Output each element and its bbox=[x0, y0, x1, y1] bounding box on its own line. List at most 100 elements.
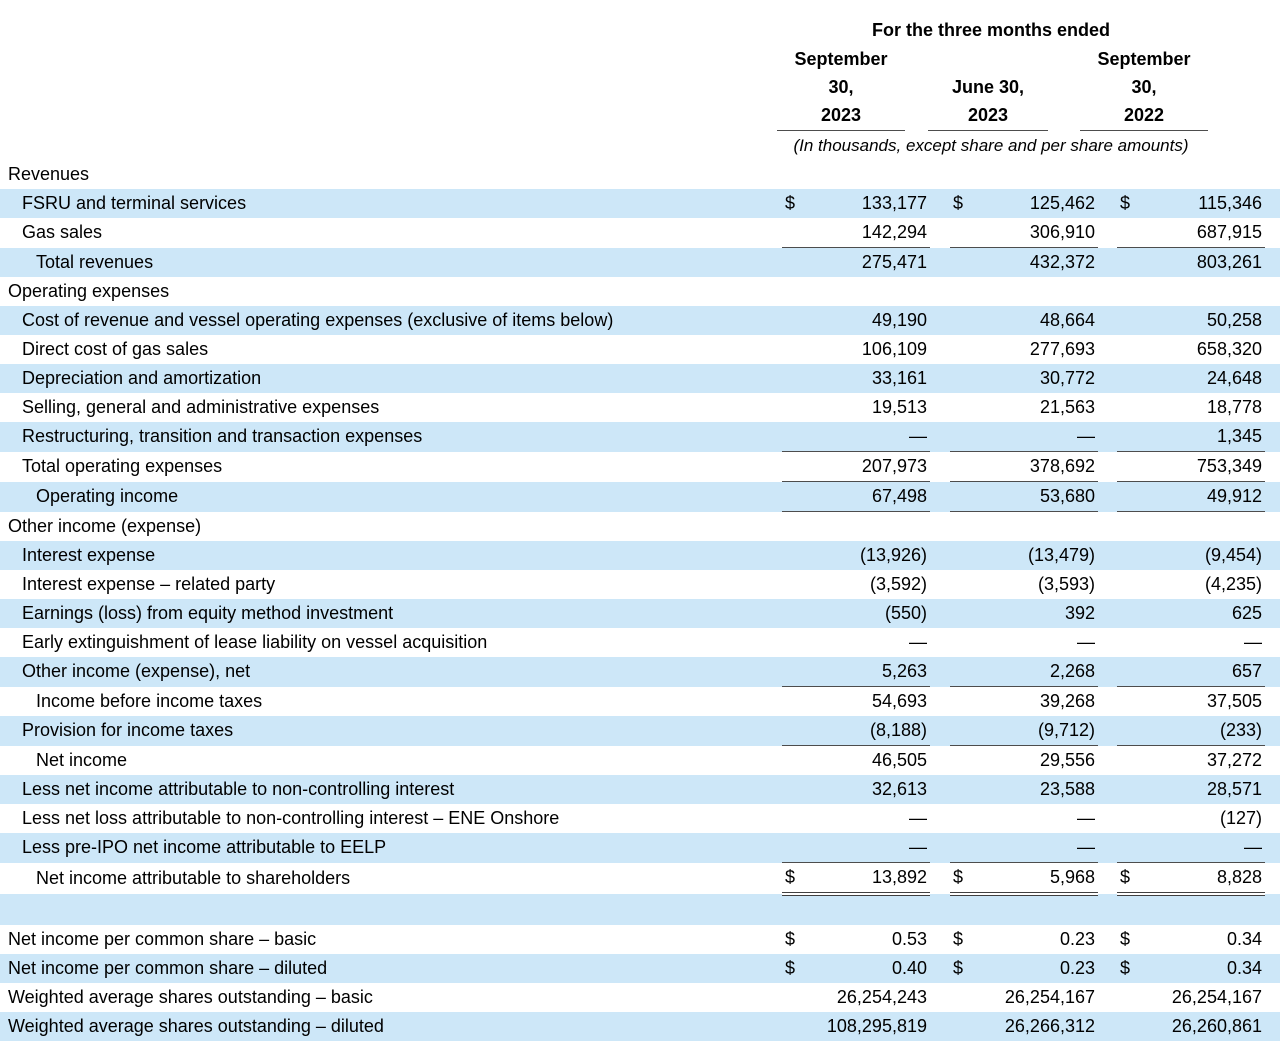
column-gap bbox=[1098, 687, 1117, 717]
column-gap bbox=[930, 925, 950, 954]
dollar-sign: $ bbox=[950, 862, 980, 896]
cell-value bbox=[812, 512, 930, 542]
dollar-sign bbox=[950, 804, 980, 833]
dollar-sign: $ bbox=[782, 189, 812, 218]
dollar-sign: $ bbox=[782, 954, 812, 983]
row-label: Interest expense – related party bbox=[22, 574, 276, 594]
cell-value: — bbox=[1244, 632, 1262, 652]
dollar-sign: $ bbox=[953, 929, 964, 949]
dollar-sign bbox=[782, 393, 812, 422]
cell-value: 306,910 bbox=[980, 218, 1098, 248]
row-label: Earnings (loss) from equity method inves… bbox=[0, 599, 782, 628]
dollar-sign bbox=[950, 628, 980, 657]
table-row: Total operating expenses 207,973 378,692 75… bbox=[0, 451, 1280, 482]
cell-value: 658,320 bbox=[1196, 339, 1262, 359]
column-gap bbox=[1098, 570, 1117, 599]
dollar-sign bbox=[782, 746, 812, 776]
cell-value: 13,892 bbox=[812, 862, 930, 896]
dollar-sign: $ bbox=[1117, 862, 1147, 896]
cell-value: 54,693 bbox=[871, 691, 927, 711]
column-header-line: September bbox=[1097, 49, 1191, 69]
dollar-sign bbox=[1117, 160, 1147, 189]
cell-value: 133,177 bbox=[812, 189, 930, 218]
table-row: Operating expenses bbox=[0, 277, 1280, 306]
cell-value bbox=[980, 512, 1098, 542]
cell-value: 21,563 bbox=[1039, 397, 1095, 417]
cell-value bbox=[980, 160, 1098, 189]
dollar-sign bbox=[1117, 983, 1147, 1012]
column-gap bbox=[930, 983, 950, 1012]
column-gap bbox=[930, 247, 950, 277]
dollar-sign bbox=[782, 541, 812, 570]
cell-value: — bbox=[812, 422, 930, 452]
cell-value: 37,272 bbox=[1206, 750, 1262, 770]
table-row: Revenues bbox=[0, 160, 1280, 189]
cell-value: 657 bbox=[1147, 657, 1265, 687]
column-gap bbox=[930, 716, 950, 746]
column-gap bbox=[930, 541, 950, 570]
row-label: Total operating expenses bbox=[22, 456, 223, 476]
dollar-sign bbox=[950, 277, 980, 306]
column-header-line: 2023 bbox=[820, 105, 862, 125]
column-gap bbox=[1098, 393, 1117, 422]
column-header-june-30-2023: June 30, 2023 bbox=[928, 45, 1048, 131]
right-pad bbox=[1265, 687, 1280, 717]
column-gap bbox=[930, 894, 950, 925]
column-gap bbox=[1098, 364, 1117, 393]
right-pad bbox=[1265, 746, 1280, 776]
dollar-sign bbox=[950, 746, 980, 776]
column-gap bbox=[1098, 481, 1117, 512]
table-row: Restructuring, transition and transactio… bbox=[0, 422, 1280, 452]
column-gap bbox=[1098, 160, 1117, 189]
dollar-sign bbox=[950, 833, 980, 863]
row-label bbox=[0, 894, 782, 925]
column-gap bbox=[1098, 541, 1117, 570]
cell-value: — bbox=[812, 833, 930, 863]
cell-value: — bbox=[909, 632, 927, 652]
cell-value: 142,294 bbox=[812, 218, 930, 248]
cell-value: 125,462 bbox=[980, 189, 1098, 218]
cell-value: 5,263 bbox=[812, 657, 930, 687]
table-row: Direct cost of gas sales 106,109 277,693 65… bbox=[0, 335, 1280, 364]
cell-value: 46,505 bbox=[871, 750, 927, 770]
cell-value: 32,613 bbox=[812, 775, 930, 804]
right-pad bbox=[1265, 277, 1280, 306]
column-gap bbox=[930, 628, 950, 657]
dollar-sign bbox=[950, 364, 980, 393]
dollar-sign bbox=[950, 160, 980, 189]
column-gap bbox=[930, 775, 950, 804]
right-pad bbox=[1265, 481, 1280, 512]
cell-value: (13,926) bbox=[812, 541, 930, 570]
table-row: FSRU and terminal services $133,177 $125,4… bbox=[0, 189, 1280, 218]
right-pad bbox=[1265, 599, 1280, 628]
row-label: Early extinguishment of lease liability … bbox=[22, 632, 488, 652]
table-row: Early extinguishment of lease liability … bbox=[0, 628, 1280, 657]
right-pad bbox=[1265, 863, 1280, 895]
dollar-sign bbox=[1117, 393, 1147, 422]
cell-value: 26,260,861 bbox=[1147, 1012, 1265, 1041]
cell-value: (9,712) bbox=[980, 716, 1098, 746]
column-gap bbox=[930, 393, 950, 422]
dollar-sign bbox=[1117, 833, 1147, 863]
row-label: Income before income taxes bbox=[36, 690, 263, 711]
dollar-sign bbox=[950, 335, 980, 364]
row-label: FSRU and terminal services bbox=[0, 189, 782, 218]
cell-value bbox=[812, 894, 930, 925]
dollar-sign bbox=[782, 422, 812, 452]
dollar-sign bbox=[950, 247, 980, 277]
table-header: For the three months ended September 30,… bbox=[0, 0, 1280, 160]
row-label: Less net loss attributable to non-contro… bbox=[22, 808, 560, 828]
table-row: Interest expense – related party (3,592) (… bbox=[0, 570, 1280, 599]
right-pad bbox=[1265, 393, 1280, 422]
dollar-sign bbox=[1117, 599, 1147, 628]
dollar-sign bbox=[1117, 541, 1147, 570]
column-gap bbox=[930, 364, 950, 393]
dollar-sign bbox=[950, 894, 980, 925]
row-label: Revenues bbox=[8, 164, 90, 184]
row-label: Restructuring, transition and transactio… bbox=[0, 422, 782, 452]
right-pad bbox=[1265, 804, 1280, 833]
dollar-sign: $ bbox=[1117, 954, 1147, 983]
right-pad bbox=[1265, 716, 1280, 746]
cell-value: 37,505 bbox=[1206, 691, 1262, 711]
dollar-sign bbox=[950, 775, 980, 804]
